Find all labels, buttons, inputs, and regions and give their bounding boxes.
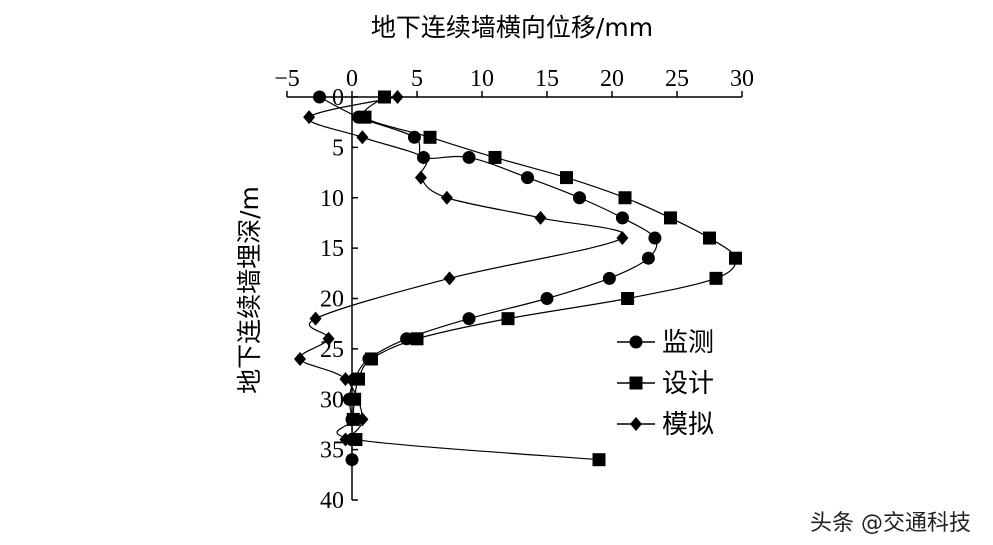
y-tick-label: 0 [332, 85, 344, 111]
data-point-circle [573, 191, 586, 205]
data-point-square [501, 312, 515, 326]
legend-marker-square [629, 376, 643, 390]
data-point-circle [407, 130, 421, 144]
y-axis-title: 地下连续墙埋深/m [235, 186, 264, 394]
data-point-circle [615, 211, 629, 225]
data-point-circle [400, 332, 414, 346]
data-point-diamond [356, 412, 369, 427]
data-point-square [709, 271, 723, 285]
y-tick-label: 40 [320, 488, 344, 514]
data-point-diamond [294, 351, 306, 366]
data-point-square [703, 231, 716, 245]
data-point-square [560, 171, 573, 185]
data-point-circle [462, 312, 476, 326]
data-point-square [346, 412, 360, 426]
legend-marker-diamond [630, 417, 642, 431]
data-point-diamond [534, 210, 547, 225]
x-axis-title: 地下连续墙横向位移/mm [371, 13, 653, 42]
data-point-square [410, 332, 424, 346]
data-point-square [423, 130, 437, 144]
y-tick-label: 35 [320, 438, 344, 464]
data-point-circle [648, 231, 662, 245]
data-point-circle [540, 292, 554, 305]
data-point-square [348, 392, 362, 406]
y-tick-label: 10 [320, 186, 344, 212]
data-point-square [592, 453, 606, 467]
legend-marker-circle [629, 335, 643, 349]
y-tick-label: 30 [320, 387, 344, 413]
data-point-circle [345, 453, 359, 467]
data-point-diamond [339, 372, 352, 387]
data-point-diamond [616, 231, 629, 246]
x-tick-label: 10 [470, 66, 494, 92]
data-point-square [365, 352, 378, 366]
data-point-square [664, 211, 677, 225]
data-point-diamond [414, 170, 427, 185]
x-tick-label: 0 [346, 66, 358, 92]
data-point-diamond [440, 190, 453, 205]
series-markers [294, 90, 742, 467]
watermark: 头条 @交通科技 [810, 511, 971, 536]
data-point-square [488, 150, 502, 164]
series-lines [299, 96, 737, 461]
data-point-diamond [356, 130, 369, 145]
data-point-square [358, 110, 372, 124]
data-point-diamond [303, 110, 316, 125]
y-tick-label: 5 [332, 135, 344, 161]
data-point-diamond [391, 90, 404, 104]
data-point-diamond [322, 331, 335, 346]
legend-label: 模拟 [662, 410, 714, 440]
data-point-square [621, 292, 635, 305]
x-tick-label: 15 [535, 66, 559, 92]
data-point-circle [602, 271, 616, 285]
data-point-circle [313, 90, 326, 104]
data-point-diamond [309, 311, 322, 326]
data-point-diamond [443, 271, 456, 286]
data-point-diamond [339, 432, 352, 447]
data-point-square [378, 90, 391, 104]
series-line-diamond [299, 96, 626, 440]
data-point-square [349, 433, 363, 447]
y-tick-label: 20 [320, 287, 344, 313]
data-point-square [729, 251, 742, 265]
x-tick-label: 30 [730, 66, 754, 92]
x-tick-label: 20 [600, 66, 624, 92]
x-tick-label: −5 [274, 66, 300, 92]
y-tick-label: 15 [320, 236, 344, 262]
data-point-square [352, 372, 365, 386]
data-point-diamond [417, 150, 430, 165]
series-line-square [336, 96, 737, 461]
legend-label: 监测 [662, 328, 714, 358]
data-point-circle [521, 171, 534, 185]
x-tick-label: 5 [411, 66, 423, 92]
data-point-circle [641, 251, 655, 265]
data-point-square [618, 191, 632, 205]
legend-label: 设计 [662, 369, 714, 399]
data-point-circle [462, 150, 476, 164]
x-tick-label: 25 [665, 66, 689, 92]
